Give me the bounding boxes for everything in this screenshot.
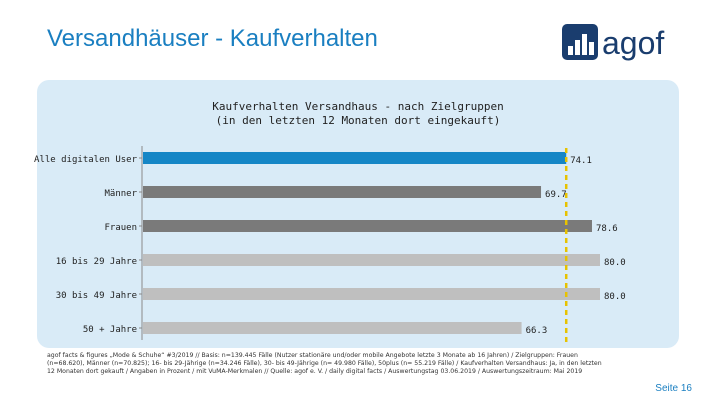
footnote: agof facts & figures „Mode & Schuhe“ #3/…	[47, 352, 602, 376]
category-label: 16 bis 29 Jahre	[56, 257, 137, 267]
value-label: 80.0	[604, 258, 626, 268]
bar	[143, 220, 592, 232]
bar	[143, 322, 522, 334]
value-label: 66.3	[526, 326, 548, 336]
logo-bars-icon	[562, 24, 598, 60]
chart-title-line1: Kaufverhalten Versandhaus - nach Zielgru…	[212, 100, 504, 113]
category-label: 30 bis 49 Jahre	[56, 291, 137, 301]
agof-logo: agof	[562, 24, 664, 61]
slide-title: Versandhäuser - Kaufverhalten	[47, 25, 378, 52]
bar	[143, 254, 600, 266]
value-label: 78.6	[596, 224, 618, 234]
value-label: 69.7	[545, 190, 567, 200]
chart-panel	[37, 80, 679, 348]
bar	[143, 152, 567, 164]
logo-text: agof	[602, 25, 664, 61]
value-label: 80.0	[604, 292, 626, 302]
category-label: Frauen	[104, 223, 137, 233]
bar	[143, 288, 600, 300]
chart-title: Kaufverhalten Versandhaus - nach Zielgru…	[37, 100, 679, 128]
category-label: 50 + Jahre	[83, 325, 137, 335]
page-number: Seite 16	[655, 383, 692, 394]
category-label: Männer	[104, 189, 137, 199]
category-label: Alle digitalen User	[34, 155, 138, 165]
chart-subtitle: (in den letzten 12 Monaten dort eingekau…	[215, 114, 501, 127]
value-label: 74.1	[570, 156, 592, 166]
bar	[143, 186, 542, 198]
